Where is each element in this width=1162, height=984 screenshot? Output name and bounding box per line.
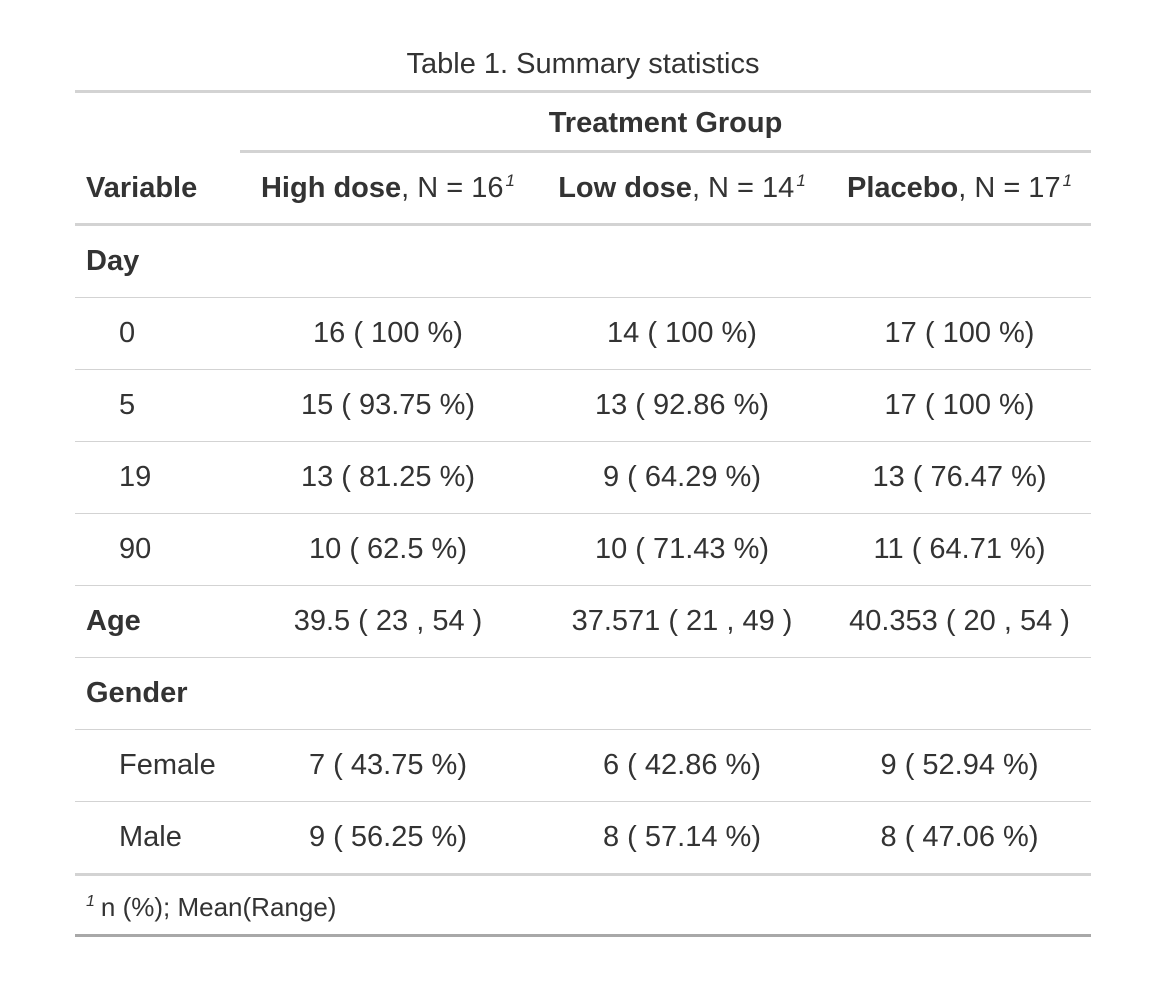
level-label: Female (75, 729, 240, 802)
high-dose-name: High dose (260, 171, 402, 204)
spanner-empty-cell (75, 92, 240, 154)
low-value-cell (536, 657, 828, 730)
level-label: 5 (75, 369, 240, 442)
placebo-value-cell: 8 ( 47.06 %) (828, 801, 1092, 876)
footnote-mark: 1 (86, 893, 95, 911)
high-value-cell (240, 224, 536, 298)
level-label: 19 (75, 441, 240, 514)
table-row: Gender (75, 657, 1092, 730)
low-value-cell: 10 ( 71.43 %) (536, 513, 828, 586)
table-caption: Table 1. Summary statistics (406, 48, 760, 80)
high-value-cell: 7 ( 43.75 %) (240, 729, 536, 802)
placebo-value-cell: 9 ( 52.94 %) (828, 729, 1092, 802)
high-dose-footnote-mark: 1 (505, 170, 515, 190)
high-value-cell: 10 ( 62.5 %) (240, 513, 536, 586)
low-value-cell: 6 ( 42.86 %) (536, 729, 828, 802)
summary-table-container: Table 1. Summary statistics Treatment Gr… (75, 40, 1092, 937)
low-value-cell: 13 ( 92.86 %) (536, 369, 828, 442)
placebo-value-cell: 40.353 ( 20 , 54 ) (828, 585, 1092, 658)
variable-label: Age (75, 585, 240, 658)
table-row: 19 13 ( 81.25 %) 9 ( 64.29 %) 13 ( 76.47 %) (75, 441, 1092, 514)
level-label: 90 (75, 513, 240, 586)
table-row: Age 39.5 ( 23 , 54 ) 37.571 ( 21 , 49 ) 40.… (75, 585, 1092, 658)
table-row: Male 9 ( 56.25 %) 8 ( 57.14 %) 8 ( 47.06 %) (75, 801, 1092, 876)
high-value-cell: 9 ( 56.25 %) (240, 801, 536, 876)
low-value-cell: 8 ( 57.14 %) (536, 801, 828, 876)
placebo-value-cell: 13 ( 76.47 %) (828, 441, 1092, 514)
variable-column-header: Variable (75, 153, 240, 226)
low-dose-name: Low dose (558, 171, 692, 204)
spanner-label: Treatment Group (548, 106, 783, 139)
level-label: 0 (75, 297, 240, 370)
table-row: Day (75, 224, 1092, 298)
placebo-n: , N = 17 (958, 171, 1061, 204)
table-row: 0 16 ( 100 %) 14 ( 100 %) 17 ( 100 %) (75, 297, 1092, 370)
variable-label: Day (75, 224, 240, 298)
low-value-cell (536, 224, 828, 298)
placebo-column-header: Placebo, N = 17 1 (828, 153, 1092, 226)
level-label: Male (75, 801, 240, 876)
placebo-value-cell: 17 ( 100 %) (828, 297, 1092, 370)
placebo-name: Placebo (846, 171, 959, 204)
spanner-row: Treatment Group (75, 91, 1092, 154)
placebo-footnote-mark: 1 (1062, 170, 1073, 190)
low-dose-n: , N = 14 (691, 171, 795, 204)
low-dose-footnote-mark: 1 (796, 170, 806, 190)
low-value-cell: 37.571 ( 21 , 49 ) (536, 585, 828, 658)
column-header-row: Variable High dose, N = 16 1 Low dose, N … (75, 153, 1092, 226)
placebo-value-cell: 11 ( 64.71 %) (828, 513, 1092, 586)
low-value-cell: 14 ( 100 %) (536, 297, 828, 370)
placebo-value-cell (828, 657, 1092, 730)
placebo-value-cell (828, 224, 1092, 298)
footnote-text: n (%); Mean(Range) (100, 892, 337, 922)
high-value-cell: 15 ( 93.75 %) (240, 369, 536, 442)
spanner-rule (240, 150, 1092, 153)
high-dose-n: , N = 16 (401, 171, 504, 204)
treatment-group-spanner: Treatment Group (240, 92, 1092, 153)
high-value-cell: 13 ( 81.25 %) (240, 441, 536, 514)
placebo-value-cell: 17 ( 100 %) (828, 369, 1092, 442)
low-dose-column-header: Low dose, N = 14 1 (536, 153, 828, 226)
variable-label: Gender (75, 657, 240, 730)
table-row: 5 15 ( 93.75 %) 13 ( 92.86 %) 17 ( 100 %) (75, 369, 1092, 442)
table-row: 90 10 ( 62.5 %) 10 ( 71.43 %) 11 ( 64.71 %) (75, 513, 1092, 586)
high-value-cell: 16 ( 100 %) (240, 297, 536, 370)
table-row: Female 7 ( 43.75 %) 6 ( 42.86 %) 9 ( 52.94 … (75, 729, 1092, 802)
high-dose-column-header: High dose, N = 16 1 (240, 153, 536, 226)
table-body: Day 0 16 ( 100 %) 14 ( 100 %) 17 ( 100 %) 5 15… (75, 224, 1092, 876)
low-value-cell: 9 ( 64.29 %) (536, 441, 828, 514)
high-value-cell: 39.5 ( 23 , 54 ) (240, 585, 536, 658)
summary-table: Treatment Group Variable High dose, N = … (75, 90, 1092, 876)
high-value-cell (240, 657, 536, 730)
table-footnote: 1 n (%); Mean(Range) (75, 876, 1091, 937)
